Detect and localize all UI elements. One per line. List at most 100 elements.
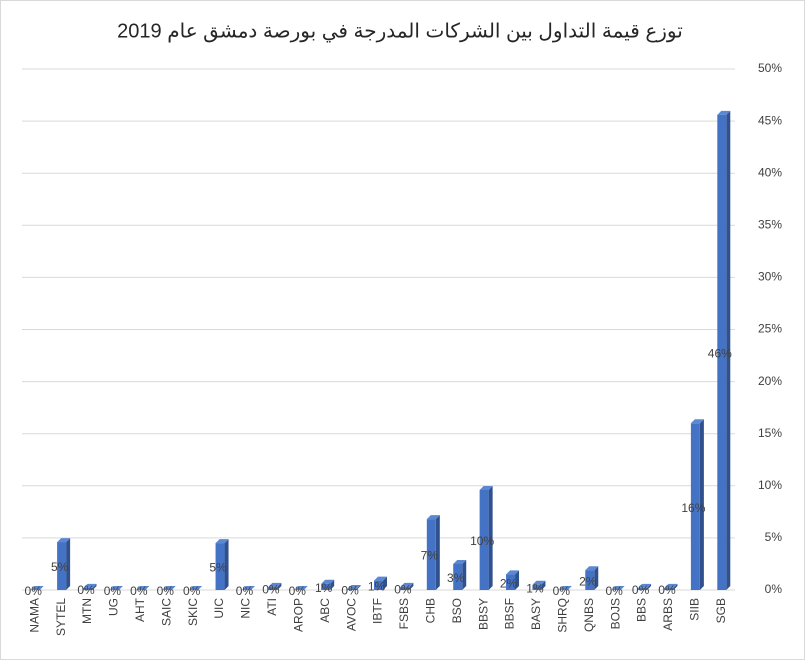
x-tick-label: NAMA (27, 598, 41, 633)
data-label: 0% (157, 584, 175, 598)
x-tick-label: ATI (265, 598, 279, 616)
data-label: 1% (526, 582, 544, 596)
y-tick-label: 35% (758, 217, 782, 231)
bar-top (294, 586, 308, 590)
data-label: 0% (130, 584, 148, 598)
x-tick-label: AHT (133, 597, 147, 622)
y-tick-label: 20% (758, 374, 782, 388)
bar-top (585, 566, 599, 571)
x-tick-label: BOJS (608, 598, 622, 629)
bar (83, 587, 93, 590)
x-tick-label: BBSF (503, 598, 517, 629)
bar-side (330, 579, 335, 590)
data-label: 0% (25, 584, 43, 598)
bar-side (356, 584, 361, 590)
x-tick-label: SIIB (688, 598, 702, 621)
y-tick-label: 0% (765, 582, 783, 596)
bar-top (30, 586, 44, 590)
x-tick-label: SYTEL (54, 598, 68, 636)
bar-side (594, 566, 599, 590)
bar-top (57, 538, 71, 543)
bar-top (400, 582, 414, 587)
bar-top (717, 110, 731, 115)
bar (479, 489, 489, 590)
x-tick-label: FSBS (397, 598, 411, 629)
bar-top (268, 582, 282, 587)
bar-side (488, 485, 493, 590)
bar (453, 563, 463, 590)
bar-top (374, 576, 387, 581)
y-tick-label: 25% (758, 322, 782, 336)
bar-side (224, 539, 229, 590)
chart-title: توزع قيمة التداول بين الشركات المدرجة في… (117, 20, 683, 43)
bar-top (347, 584, 361, 589)
data-label: 16% (681, 501, 705, 515)
bar-side (673, 583, 678, 590)
x-tick-label: CHB (423, 598, 437, 623)
bar (717, 114, 727, 591)
bar-top (453, 559, 467, 564)
x-tick-label: BASY (529, 598, 543, 630)
bar-top (109, 586, 123, 590)
bar-top (162, 586, 176, 590)
x-tick-label: BSO (450, 598, 464, 623)
bar (268, 586, 278, 590)
x-tick-label: AROP (291, 598, 305, 632)
bar-side (409, 582, 414, 590)
data-label: 7% (421, 549, 439, 563)
bar-side (92, 583, 97, 590)
bar-side (699, 419, 704, 590)
bar-top (558, 586, 572, 590)
y-tick-label: 15% (758, 426, 782, 440)
data-label: 0% (236, 584, 254, 598)
bar-side (435, 515, 440, 590)
bar-top (83, 583, 97, 588)
bar-top (664, 583, 678, 588)
bar-top (506, 570, 520, 575)
bar (57, 542, 67, 590)
data-label: 0% (658, 583, 676, 597)
x-tick-label: BBSY (476, 598, 490, 630)
data-label: 0% (77, 583, 95, 597)
data-label: 2% (579, 574, 597, 588)
x-tick-label: AVOC (344, 598, 358, 631)
bar (532, 584, 542, 590)
y-tick-label: 5% (765, 530, 783, 544)
data-label: 0% (632, 583, 650, 597)
data-label: 0% (341, 584, 359, 598)
x-tick-label: NIC (239, 598, 253, 619)
data-label: 1% (368, 579, 386, 593)
bar (690, 423, 700, 590)
x-tick-label: SGB (714, 598, 728, 623)
bar-top (321, 579, 335, 584)
x-tick-label: BBS (635, 598, 649, 622)
x-tick-label: MTN (80, 598, 94, 624)
data-label: 0% (289, 584, 307, 598)
data-label: 2% (500, 576, 518, 590)
data-label: 3% (447, 571, 465, 585)
x-tick-label: ABC (318, 598, 332, 623)
y-tick-label: 10% (758, 478, 782, 492)
data-label: 5% (51, 560, 69, 574)
bar (215, 543, 225, 590)
x-tick-label: UIC (212, 598, 226, 619)
bar (400, 586, 410, 590)
bar-top (479, 485, 493, 490)
y-tick-label: 50% (758, 61, 782, 75)
bar-side (462, 559, 467, 590)
bar (664, 587, 674, 590)
x-tick-label: ARBS (661, 598, 675, 631)
x-tick-label: UG (107, 598, 121, 616)
bar-side (515, 570, 520, 590)
bar-side (383, 576, 387, 590)
bar-top (690, 419, 704, 424)
bar-top (215, 539, 229, 544)
bar (321, 583, 331, 590)
bar-top (241, 586, 255, 590)
bar (347, 588, 357, 590)
x-tick-label: SHRQ (556, 598, 570, 633)
bar-top (611, 586, 625, 590)
bar-side (277, 582, 282, 590)
bar (638, 587, 648, 590)
